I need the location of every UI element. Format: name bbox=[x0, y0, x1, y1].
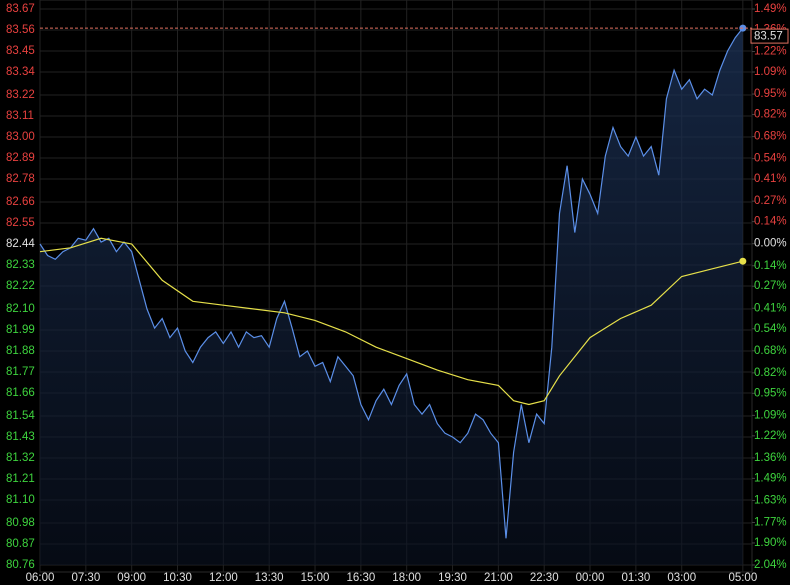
x-tick-label: 10:30 bbox=[163, 572, 192, 584]
y-tick-label: 80.87 bbox=[6, 538, 35, 550]
y2-tick-label: 1.22% bbox=[754, 46, 787, 58]
y-tick-label: 80.76 bbox=[6, 559, 35, 571]
y-tick-label: 83.56 bbox=[6, 24, 35, 36]
y-tick-label: 82.78 bbox=[6, 173, 35, 185]
y2-tick-label: 1.90% bbox=[754, 537, 787, 549]
y2-tick-label: 0.82% bbox=[754, 367, 787, 379]
x-tick-label: 09:00 bbox=[117, 572, 146, 584]
y2-tick-label: 0.68% bbox=[754, 345, 787, 357]
y-tick-label: 82.89 bbox=[6, 152, 35, 164]
y2-tick-label: 0.82% bbox=[754, 109, 787, 121]
y2-tick-label: 0.27% bbox=[754, 280, 787, 292]
y2-tick-label: 0.41% bbox=[754, 302, 787, 314]
y2-tick-label: 0.54% bbox=[754, 153, 787, 165]
y-tick-label: 83.11 bbox=[6, 110, 34, 122]
y-tick-label: 81.66 bbox=[6, 387, 35, 399]
x-tick-label: 18:00 bbox=[392, 572, 421, 584]
y2-tick-label: 0.41% bbox=[754, 173, 787, 185]
x-tick-label: 13:30 bbox=[255, 572, 284, 584]
y-tick-label: 83.67 bbox=[6, 3, 35, 15]
x-tick-label: 01:30 bbox=[621, 572, 650, 584]
x-tick-label: 12:00 bbox=[209, 572, 238, 584]
y-tick-label: 81.54 bbox=[6, 410, 35, 422]
y-tick-label: 82.22 bbox=[6, 280, 35, 292]
y2-tick-label: 1.63% bbox=[754, 494, 787, 506]
y2-tick-label: 0.68% bbox=[754, 131, 787, 143]
y-tick-label: 82.55 bbox=[6, 217, 35, 229]
x-tick-label: 00:00 bbox=[576, 572, 605, 584]
y-tick-label: 81.88 bbox=[6, 345, 35, 357]
y-tick-label: 82.44 bbox=[6, 238, 35, 250]
last-price-label: 83.57 bbox=[754, 31, 783, 43]
x-tick-label: 07:30 bbox=[71, 572, 100, 584]
y2-tick-label: 2.04% bbox=[754, 559, 787, 571]
y-tick-label: 82.66 bbox=[6, 196, 35, 208]
y-tick-label: 80.98 bbox=[6, 517, 35, 529]
y-tick-label: 83.45 bbox=[6, 45, 35, 57]
y2-tick-label: 1.09% bbox=[754, 66, 787, 78]
x-tick-label: 03:00 bbox=[667, 572, 696, 584]
x-tick-label: 15:00 bbox=[301, 572, 330, 584]
y2-tick-label: 0.14% bbox=[754, 216, 787, 228]
y2-tick-label: 1.77% bbox=[754, 517, 787, 529]
y-tick-label: 82.33 bbox=[6, 259, 35, 271]
y-tick-label: 81.10 bbox=[6, 494, 35, 506]
end-dot bbox=[739, 257, 747, 265]
y2-tick-label: 0.95% bbox=[754, 88, 787, 100]
line bbox=[39, 27, 744, 539]
y-tick-label: 81.77 bbox=[6, 366, 35, 378]
y-tick-label: 82.10 bbox=[6, 303, 35, 315]
y-tick-label: 81.21 bbox=[6, 473, 35, 485]
y2-tick-label: 1.49% bbox=[754, 3, 787, 15]
x-tick-label: 05:00 bbox=[728, 572, 757, 584]
y-tick-label: 83.00 bbox=[6, 131, 35, 143]
last-price-box bbox=[750, 28, 789, 44]
area bbox=[40, 28, 743, 566]
y-tick-label: 81.43 bbox=[6, 431, 35, 443]
x-tick-label: 21:00 bbox=[484, 572, 513, 584]
y2-tick-label: 1.36% bbox=[754, 452, 787, 464]
y-tick-label: 81.99 bbox=[6, 324, 35, 336]
x-tick-label: 06:00 bbox=[26, 572, 55, 584]
y-tick-label: 83.22 bbox=[6, 89, 35, 101]
x-tick-label: 16:30 bbox=[346, 572, 375, 584]
y2-tick-label: 0.95% bbox=[754, 387, 787, 399]
y2-tick-label: 1.09% bbox=[754, 409, 787, 421]
y2-tick-label: 0.27% bbox=[754, 195, 787, 207]
y2-tick-label: 1.22% bbox=[754, 430, 787, 442]
x-tick-label: 19:30 bbox=[438, 572, 467, 584]
line bbox=[39, 237, 743, 406]
x-tick-label: 22:30 bbox=[530, 572, 559, 584]
y-tick-label: 83.34 bbox=[6, 66, 35, 78]
y2-tick-label: 0.00% bbox=[754, 238, 787, 250]
y2-tick-label: 0.54% bbox=[754, 323, 787, 335]
y-tick-label: 81.32 bbox=[6, 452, 35, 464]
y2-tick-label: 1.49% bbox=[754, 472, 787, 484]
y2-tick-label: 0.14% bbox=[754, 260, 787, 272]
